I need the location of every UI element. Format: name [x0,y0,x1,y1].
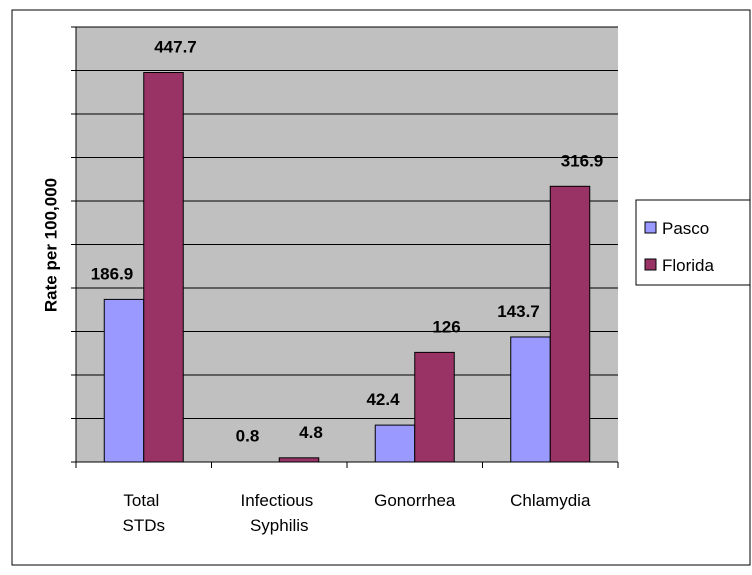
data-label: 143.7 [497,302,540,321]
bar [510,336,551,463]
data-label: 316.9 [561,151,604,170]
y-axis-title: Rate per 100,000 [41,178,60,312]
x-tick-label: Chlamydia [510,491,591,510]
data-label: 126 [432,317,460,336]
bar [103,298,145,463]
bar [374,424,416,463]
bar [278,457,320,463]
legend-box [635,199,751,286]
bar [414,351,455,463]
legend-swatch [644,221,657,234]
data-label: 0.8 [236,426,260,445]
data-label: 186.9 [91,264,134,283]
legend-label: Pasco [662,219,709,238]
x-tick-label: Total STDs [123,491,166,535]
x-tick-label: Infectious Syphilis [241,491,319,535]
x-tick-label: Gonorrhea [374,491,456,510]
data-label: 42.4 [366,390,400,409]
data-label: 447.7 [154,38,197,57]
bar [549,185,591,463]
legend-swatch [644,258,657,271]
data-label: 4.8 [299,423,323,442]
bar [143,72,184,463]
legend-label: Florida [662,256,715,275]
